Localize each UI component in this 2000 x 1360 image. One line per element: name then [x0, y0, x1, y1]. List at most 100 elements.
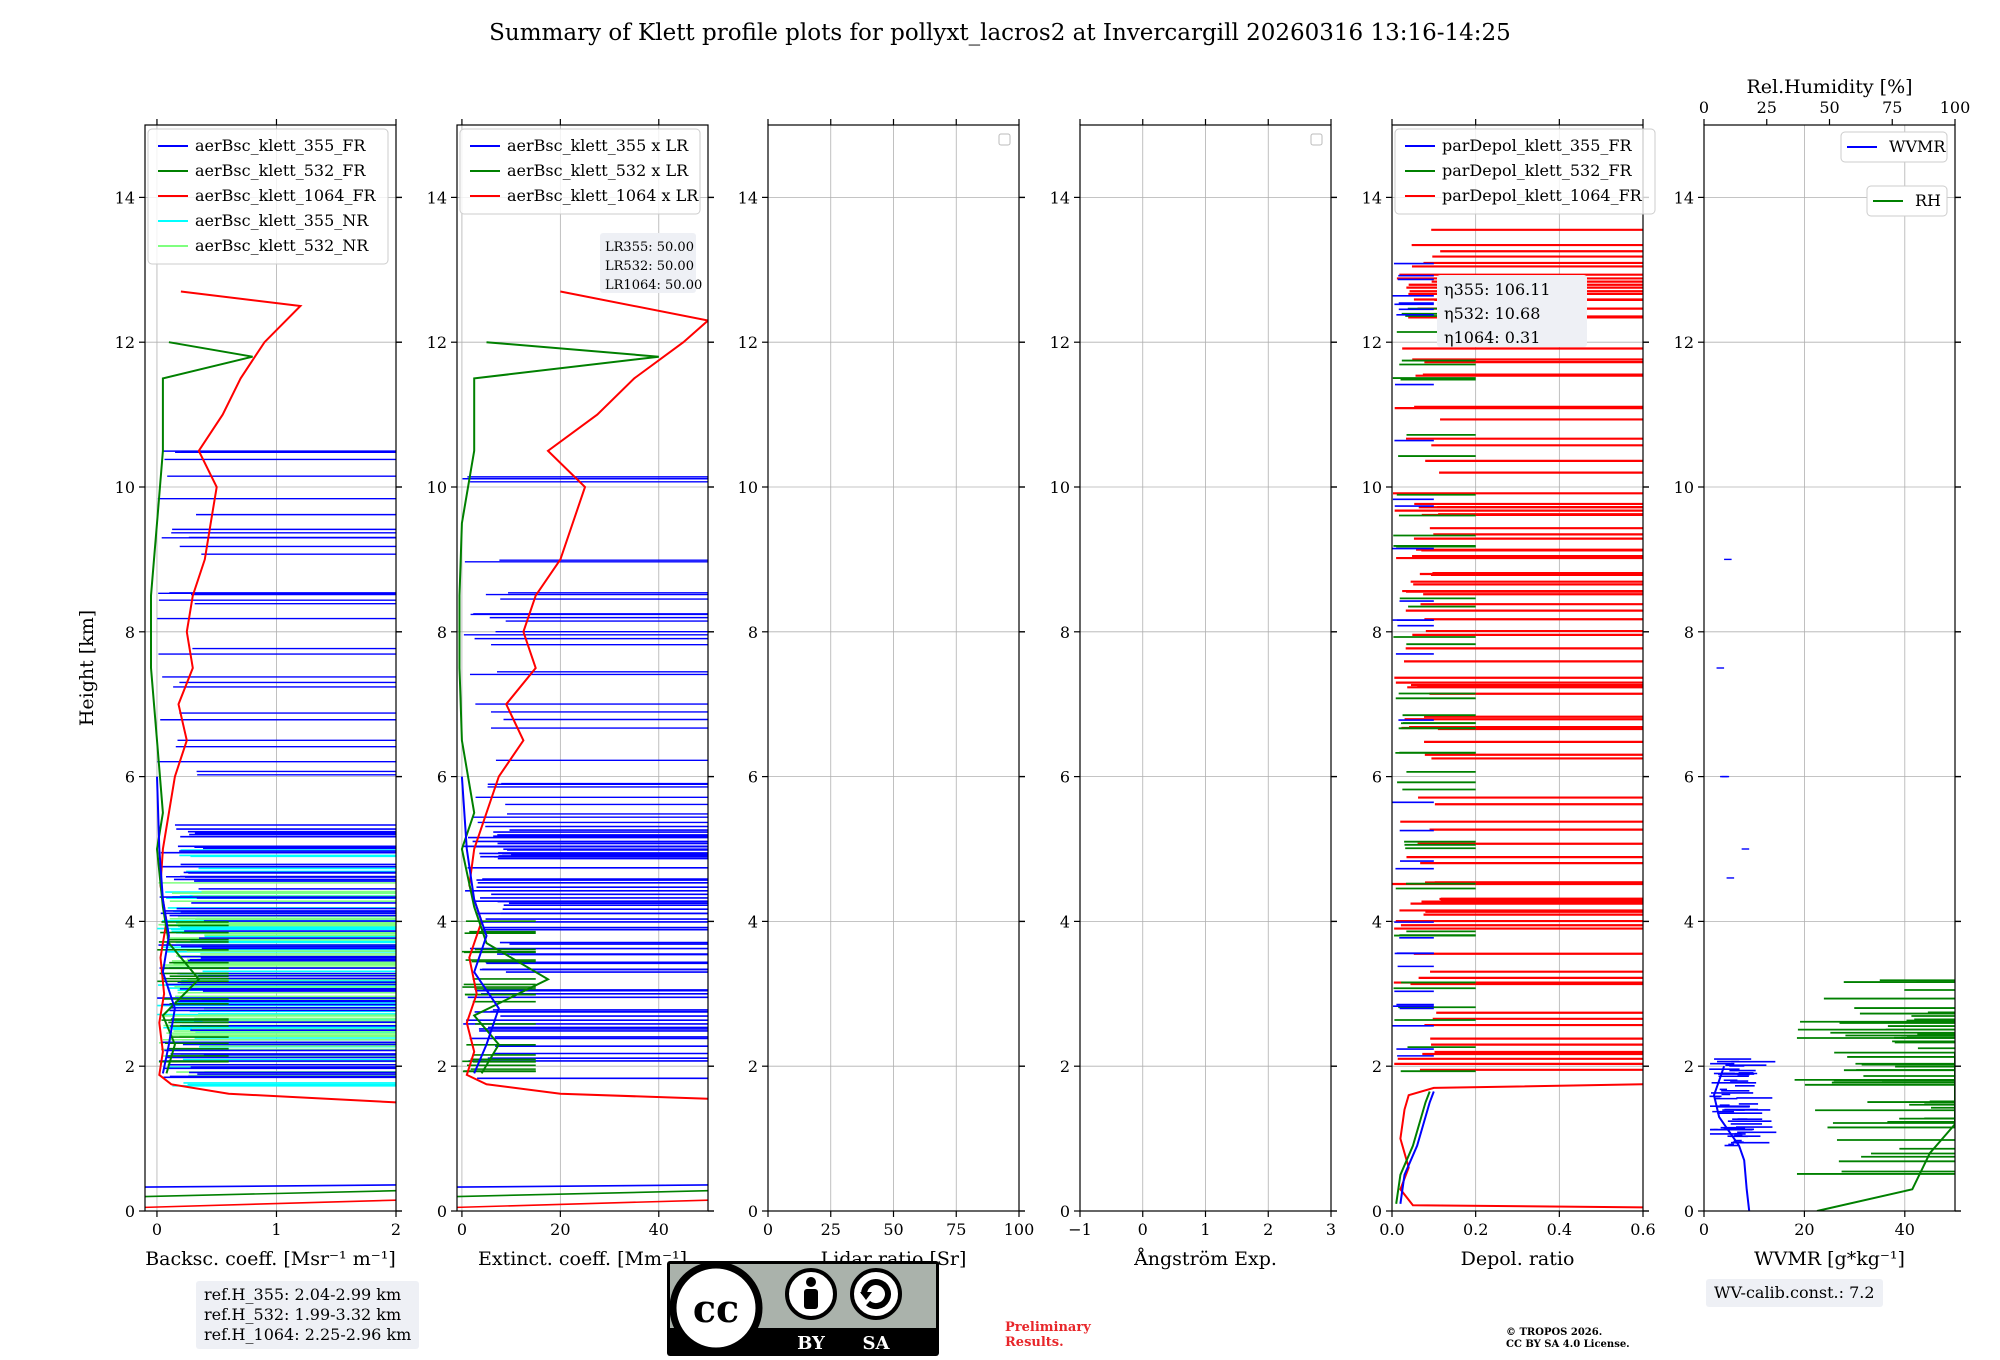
ytick-label: 14 — [738, 188, 758, 207]
xtick-label: 20 — [550, 1220, 570, 1239]
legend-label-1: parDepol_klett_532_FR — [1442, 161, 1633, 180]
series-aerBsc_klett_1064_FR — [158, 290, 396, 1104]
legend-label-0: aerBsc_klett_355 x LR — [507, 136, 689, 155]
ytick-label: 12 — [427, 333, 447, 352]
ytick-label: 14 — [1050, 188, 1070, 207]
ytick-label: 8 — [1684, 623, 1694, 642]
rh-noise — [1794, 979, 1955, 1175]
by-person-body-icon — [804, 1289, 818, 1309]
ch532-low-layer — [461, 920, 536, 1073]
low-layer-line-1 — [145, 1189, 396, 1198]
series-parDepol_klett_1064_FR — [1399, 1083, 1643, 1209]
ytick-label: 4 — [1684, 912, 1694, 931]
legend-label-3: aerBsc_klett_355_NR — [195, 211, 369, 230]
legend-label-2: aerBsc_klett_1064 x LR — [507, 186, 699, 205]
ytick-label: 14 — [115, 188, 135, 207]
wvmr-noise — [1709, 558, 1777, 1147]
legend-label-2: parDepol_klett_1064_FR — [1442, 186, 1643, 205]
ytick-label: 0 — [437, 1202, 447, 1221]
ref-height-532: ref.H_532: 1.99-3.32 km — [204, 1305, 402, 1324]
ytick-label: 10 — [427, 478, 447, 497]
xtick-label: 0 — [457, 1220, 467, 1239]
xtick-label: 100 — [1004, 1220, 1035, 1239]
legend-box — [147, 128, 389, 265]
legend-label-1: aerBsc_klett_532_FR — [195, 161, 366, 180]
ytick-label: 0 — [748, 1202, 758, 1221]
depol1064-layer — [1392, 228, 1643, 1071]
series-aerBsc_klett_355 x LR — [460, 776, 500, 1074]
cc-text: cc — [693, 1286, 739, 1331]
ytick-label: 2 — [1684, 1057, 1694, 1076]
xtick-label: 0 — [763, 1220, 773, 1239]
eta-label-1: η532: 10.68 — [1444, 304, 1540, 323]
sa-share-arrow-icon — [860, 1292, 872, 1300]
empty-legend-box — [998, 133, 1011, 146]
plot-area-angstrom — [1080, 125, 1331, 1211]
xtick-label: 1 — [1200, 1220, 1210, 1239]
xaxis-label: Ångström Exp. — [1133, 1248, 1277, 1270]
ytick-label: 12 — [1362, 333, 1382, 352]
ytick-label: 12 — [738, 333, 758, 352]
cc-license-badge: cc BY SA — [667, 1261, 939, 1356]
legend-depol: parDepol_klett_355_FR parDepol_klett_532_… — [1394, 128, 1656, 215]
cc-circle-icon — [669, 1261, 763, 1355]
x2tick-label: 75 — [1882, 98, 1902, 117]
xtick-label: 0 — [152, 1220, 162, 1239]
legend-box — [1394, 128, 1656, 215]
ytick-label: 8 — [748, 623, 758, 642]
xaxis-label: WVMR [g*kg⁻¹] — [1754, 1248, 1905, 1270]
plot-area-backscatter — [145, 125, 396, 1211]
plot-area-wvmr — [1704, 125, 1955, 1211]
panel-extinction: 0 2 4 6 8 10 12 14 0 20 40 Extinct. coeff. [Mm⁻¹] ae… — [427, 119, 714, 1270]
legend-backscatter: aerBsc_klett_355_FR aerBsc_klett_532_FRae… — [147, 128, 389, 265]
ytick-label: 2 — [748, 1057, 758, 1076]
ytick-label: 10 — [115, 478, 135, 497]
axes-frame — [1703, 124, 1956, 1212]
ytick-label: 8 — [1372, 623, 1382, 642]
ytick-label: 0 — [125, 1202, 135, 1221]
sa-text: SA — [863, 1333, 891, 1354]
series-aerBsc_klett_532_FR — [150, 341, 253, 1074]
low-layer-line-1 — [457, 1189, 708, 1198]
axes-frame — [456, 124, 709, 1212]
x2tick-label: 25 — [1757, 98, 1777, 117]
x2tick-label: 0 — [1699, 98, 1709, 117]
lr-label-1: LR532: 50.00 — [605, 259, 694, 274]
legend-wvmr: WVMR RH — [1840, 131, 1948, 217]
xaxis-label: Backsc. coeff. [Msr⁻¹ m⁻¹] — [145, 1248, 396, 1270]
panel-depol: 0 2 4 6 8 10 12 14 0.0 0.2 0.4 0.6 Depol. ratio parDe… — [1362, 119, 1656, 1270]
wv-calib-box: WV-calib.const.: 7.2 — [1706, 1279, 1883, 1307]
series-parDepol_klett_532_FR — [1395, 1091, 1431, 1204]
low-layer-line-0 — [457, 1184, 708, 1188]
sa-share-arc-icon — [861, 1279, 891, 1310]
series-aerBsc_klett_1064 x LR — [465, 290, 708, 1100]
depol355-layer — [1392, 262, 1434, 1057]
ch355-sparse-layer — [157, 450, 396, 826]
series-parDepol_klett_355_FR — [1399, 1091, 1435, 1204]
ytick-label: 14 — [1674, 188, 1694, 207]
ytick-label: 6 — [1372, 768, 1382, 787]
ytick-label: 8 — [437, 623, 447, 642]
plot-area-lidar_ratio — [768, 125, 1019, 1211]
lr-box — [600, 233, 696, 293]
ytick-label: 4 — [125, 912, 135, 931]
xtick-label: 2 — [1263, 1220, 1273, 1239]
ch532-low-layer — [157, 921, 229, 1063]
wv-calib-const: WV-calib.const.: 7.2 — [1714, 1283, 1875, 1302]
legend-box-1 — [1866, 185, 1948, 217]
ytick-label: 6 — [1684, 768, 1694, 787]
ytick-label: 0 — [1060, 1202, 1070, 1221]
xtick-label: −1 — [1068, 1220, 1092, 1239]
ytick-label: 8 — [1060, 623, 1070, 642]
depol532-layer — [1392, 307, 1476, 1073]
xtick-label: 0 — [1699, 1220, 1709, 1239]
low-layer-line-0 — [145, 1184, 396, 1188]
ytick-label: 4 — [748, 912, 758, 931]
series-WVMR — [1712, 1065, 1751, 1211]
ytick-label: 4 — [437, 912, 447, 931]
by-text: BY — [797, 1333, 826, 1354]
xtick-label: 20 — [1794, 1220, 1814, 1239]
